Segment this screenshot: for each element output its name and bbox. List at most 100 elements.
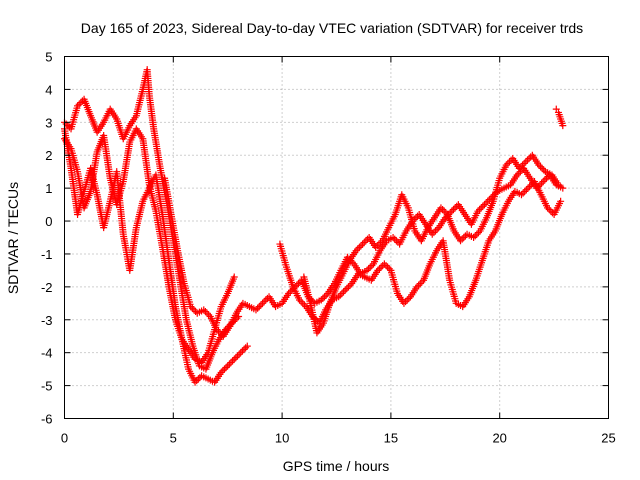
data-point xyxy=(354,245,362,253)
data-point xyxy=(538,164,546,172)
data-point xyxy=(363,266,371,274)
data-point xyxy=(504,159,512,167)
data-point xyxy=(242,344,250,352)
data-point xyxy=(535,161,543,169)
data-point xyxy=(557,197,565,205)
y-tick-label: -3 xyxy=(41,313,53,328)
data-point xyxy=(243,342,251,350)
data-point xyxy=(471,232,479,240)
data-point xyxy=(285,289,293,297)
data-point xyxy=(400,299,408,307)
data-point xyxy=(257,301,265,309)
data-point xyxy=(458,235,466,243)
data-point xyxy=(519,189,527,197)
y-tick-label: 1 xyxy=(45,181,52,196)
data-point xyxy=(299,299,307,307)
data-point xyxy=(359,240,367,248)
data-point xyxy=(559,122,567,130)
axes-layer: 0 5 10 15 20 25 -6 -5 -4 -3 -2 -1 0 1 2 3 4 5 xyxy=(41,50,616,446)
data-point xyxy=(482,199,490,207)
data-point xyxy=(77,99,85,107)
x-tick-label: 15 xyxy=(384,431,398,446)
data-point xyxy=(235,350,243,358)
y-tick-label: 5 xyxy=(45,50,52,65)
data-point xyxy=(213,326,221,334)
data-point xyxy=(217,368,225,376)
data-point xyxy=(362,237,370,245)
plot-frame xyxy=(64,56,609,419)
y-tick-label: 3 xyxy=(45,115,52,130)
data-point xyxy=(559,184,567,192)
data-point xyxy=(255,303,263,311)
data-point xyxy=(385,265,393,273)
data-point xyxy=(485,196,493,204)
data-point xyxy=(254,304,262,312)
data-point xyxy=(448,207,456,215)
data-point xyxy=(368,261,376,269)
data-point xyxy=(538,179,546,187)
data-point xyxy=(200,306,208,314)
data-point xyxy=(220,365,228,373)
data-point xyxy=(554,181,562,189)
data-point xyxy=(519,161,527,169)
data-point xyxy=(476,206,484,214)
data-point xyxy=(375,265,383,273)
data-point xyxy=(296,296,304,304)
data-point xyxy=(375,240,383,248)
data-point xyxy=(380,260,388,268)
data-point xyxy=(373,242,381,250)
data-point xyxy=(219,367,227,375)
data-point xyxy=(188,304,196,312)
data-point xyxy=(432,227,440,235)
data-point xyxy=(322,291,330,299)
data-point xyxy=(389,234,397,241)
data-point xyxy=(259,299,267,307)
y-tick-label: 4 xyxy=(45,82,52,97)
data-point xyxy=(300,301,308,309)
data-point xyxy=(522,186,530,194)
data-point xyxy=(237,349,245,357)
data-point xyxy=(384,263,392,271)
y-tick-label: 0 xyxy=(45,214,52,229)
data-point xyxy=(75,100,83,108)
data-point xyxy=(64,122,72,130)
data-point xyxy=(262,296,270,304)
data-point xyxy=(515,164,523,172)
x-tick-label: 10 xyxy=(275,431,289,446)
data-point xyxy=(194,375,202,383)
data-point xyxy=(252,306,260,314)
x-tick-label: 0 xyxy=(61,431,68,446)
data-point xyxy=(216,329,224,337)
data-point xyxy=(201,308,209,316)
grid-layer xyxy=(64,56,609,419)
y-tick-label: -5 xyxy=(41,379,53,394)
data-point xyxy=(517,191,525,199)
data-point xyxy=(415,281,423,289)
data-point xyxy=(340,288,348,296)
data-point xyxy=(479,202,487,210)
data-point xyxy=(372,243,380,251)
data-point xyxy=(227,359,235,367)
x-tick-label: 25 xyxy=(601,431,615,446)
data-point xyxy=(338,289,346,297)
data-point xyxy=(474,229,482,237)
data-point xyxy=(405,294,413,302)
data-point xyxy=(480,201,488,209)
data-point xyxy=(343,285,351,293)
y-tick-label: -2 xyxy=(41,280,53,295)
data-point xyxy=(545,206,553,214)
y-tick-label: -4 xyxy=(41,346,53,361)
data-point xyxy=(449,206,457,214)
data-point xyxy=(225,360,233,368)
data-point xyxy=(460,234,468,241)
data-point xyxy=(541,176,549,184)
data-point xyxy=(229,357,237,365)
data-point xyxy=(352,247,360,255)
data-point xyxy=(357,242,365,250)
data-point xyxy=(193,377,201,385)
data-point xyxy=(430,229,438,237)
data-point xyxy=(366,263,374,271)
data-point xyxy=(439,206,447,214)
data-point xyxy=(474,207,482,215)
